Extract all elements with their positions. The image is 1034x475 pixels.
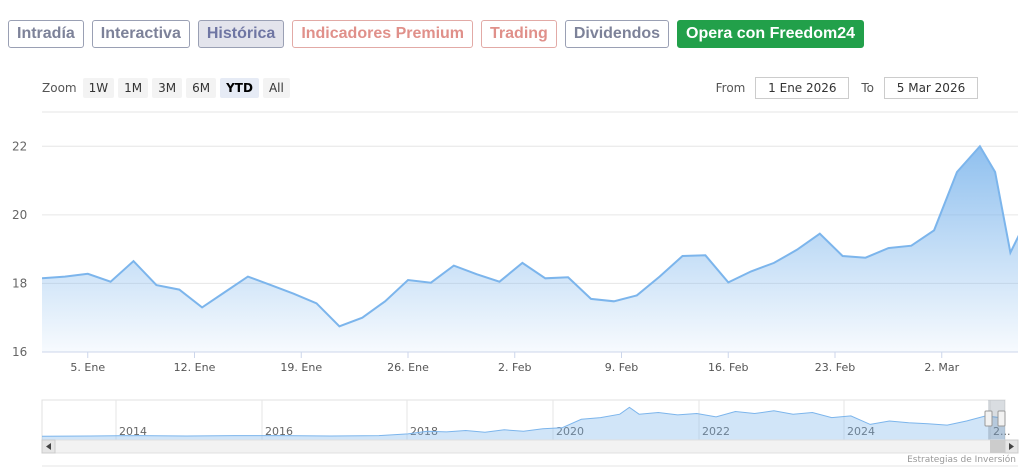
scroll-right-arrow-icon	[1009, 443, 1014, 450]
navigator-year-label-1: 2016	[265, 425, 293, 438]
scroll-left-arrow-icon	[46, 443, 51, 450]
tab-indicadores-premium[interactable]: Indicadores Premium	[292, 20, 474, 48]
date-range: From 1 Ene 2026 To 5 Mar 2026	[716, 77, 978, 99]
y-tick-label-20: 20	[12, 208, 27, 222]
zoom-6m-button[interactable]: 6M	[186, 78, 217, 98]
tab-intradia[interactable]: Intradía	[8, 20, 84, 48]
from-label: From	[715, 81, 746, 95]
zoom-label: Zoom	[42, 81, 77, 95]
tab-trading[interactable]: Trading	[481, 20, 557, 48]
x-tick-label-8: 2. Mar	[924, 361, 959, 374]
y-tick-label-22: 22	[12, 139, 27, 153]
series-line	[42, 144, 1018, 328]
to-date-input[interactable]: 5 Mar 2026	[884, 77, 978, 99]
navigator-handle-left	[984, 410, 993, 427]
x-tick-label-5: 9. Feb	[605, 361, 638, 374]
zoom-1m-button[interactable]: 1M	[118, 78, 149, 98]
x-tick-label-6: 16. Feb	[708, 361, 748, 374]
zoom-selector: Zoom 1W 1M 3M 6M YTD All	[42, 78, 290, 98]
tab-dividendos[interactable]: Dividendos	[564, 20, 670, 48]
tab-opera-con-freedom24[interactable]: Opera con Freedom24	[677, 20, 864, 48]
navigator-year-label-6: 2...	[993, 425, 1011, 438]
tab-historica[interactable]: Histórica	[197, 20, 285, 48]
x-tick-label-2: 19. Ene	[280, 361, 322, 374]
navigator-year-label-4: 2022	[702, 425, 730, 438]
scrollbar-thumb	[990, 440, 1005, 453]
y-tick-label-18: 18	[12, 276, 27, 290]
zoom-3m-button[interactable]: 3M	[152, 78, 183, 98]
to-label: To	[861, 81, 874, 95]
from-date-input[interactable]: 1 Ene 2026	[755, 77, 850, 99]
navigator-year-label-5: 2024	[847, 425, 875, 438]
navigator-selection	[988, 400, 1005, 440]
navigator-year-label-3: 2020	[556, 425, 584, 438]
x-tick-label-4: 2. Feb	[498, 361, 531, 374]
zoom-ytd-button[interactable]: YTD	[220, 78, 259, 98]
series-area	[42, 146, 1018, 352]
navigator-handle-right	[997, 410, 1006, 427]
zoom-1w-button[interactable]: 1W	[82, 78, 115, 98]
tab-bar: Intradía Interactiva Histórica Indicador…	[8, 20, 864, 48]
scrollbar-track	[41, 439, 1019, 454]
navigator-line	[41, 406, 1006, 437]
navigator-area	[42, 407, 1005, 440]
tab-interactiva[interactable]: Interactiva	[91, 20, 190, 48]
chart-credit: Estrategias de Inversión	[907, 455, 1016, 465]
x-tick-label-7: 23. Feb	[815, 361, 855, 374]
y-tick-label-16: 16	[12, 345, 27, 359]
navigator-year-label-0: 2014	[119, 425, 147, 438]
x-tick-label-1: 12. Ene	[174, 361, 216, 374]
x-tick-label-0: 5. Ene	[70, 361, 105, 374]
x-tick-label-3: 26. Ene	[387, 361, 429, 374]
zoom-all-button[interactable]: All	[262, 78, 290, 98]
